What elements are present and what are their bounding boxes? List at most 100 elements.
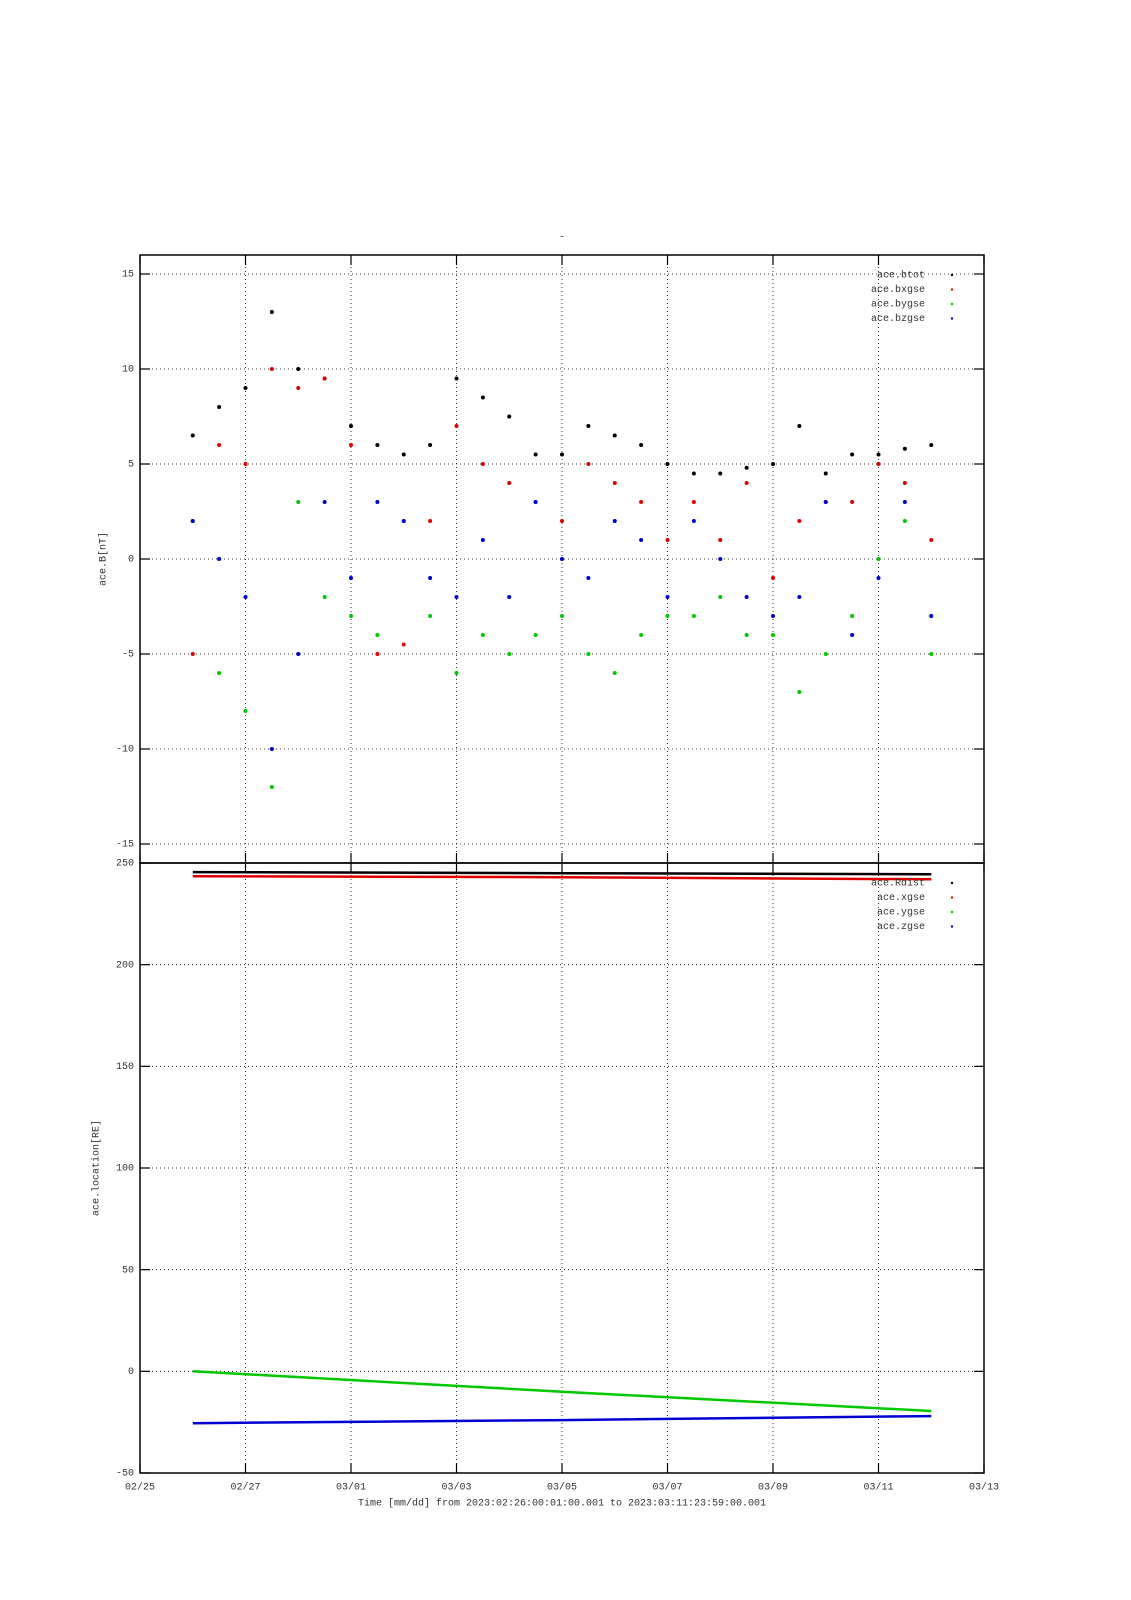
data-point <box>718 557 723 561</box>
data-point <box>744 595 749 599</box>
data-point <box>823 500 828 504</box>
data-point <box>823 652 828 656</box>
data-point <box>876 557 881 561</box>
data-point <box>243 462 248 466</box>
data-point <box>612 671 617 675</box>
data-point <box>560 557 564 561</box>
y-tick-label: 0 <box>128 1367 134 1378</box>
legend-marker <box>950 302 954 306</box>
data-point <box>349 443 353 447</box>
data-point <box>375 500 380 504</box>
data-point <box>902 481 907 485</box>
x-tick-label: 03/09 <box>758 1482 788 1494</box>
x-tick-label: 03/05 <box>547 1482 577 1494</box>
y-tick-label: -10 <box>116 745 134 756</box>
data-point <box>665 595 670 599</box>
data-point <box>322 500 327 504</box>
data-point <box>850 500 855 504</box>
y-tick-label: -15 <box>116 840 134 851</box>
legend-label: ace.Rdist <box>871 878 925 890</box>
data-point <box>850 452 855 457</box>
data-point <box>691 614 696 618</box>
x-tick-label: 03/11 <box>863 1482 893 1494</box>
data-point <box>533 452 538 457</box>
data-point <box>612 481 617 485</box>
data-point <box>480 395 485 400</box>
data-point <box>375 633 380 637</box>
data-point <box>296 652 301 656</box>
x-tick-label: 03/07 <box>652 1482 682 1494</box>
data-point <box>691 471 696 476</box>
data-point <box>639 538 644 542</box>
y-tick-label: 100 <box>116 1164 134 1175</box>
data-point <box>322 376 327 381</box>
data-point <box>217 405 222 409</box>
data-point <box>718 595 723 599</box>
plot-frame <box>139 862 985 1474</box>
data-point <box>639 500 644 504</box>
data-point <box>850 633 855 637</box>
y-tick-label: 200 <box>116 960 134 971</box>
data-point <box>691 519 696 523</box>
data-point <box>533 633 538 637</box>
data-point <box>797 519 802 523</box>
data-point <box>454 424 459 428</box>
x-tick-label: 02/27 <box>230 1482 260 1494</box>
legend-marker <box>950 910 954 914</box>
y-tick-label: 15 <box>122 270 134 281</box>
legend-label: ace.xgse <box>877 893 925 904</box>
data-point <box>322 595 327 599</box>
data-point <box>401 519 406 523</box>
data-point <box>850 614 855 618</box>
data-point <box>639 633 644 637</box>
data-point <box>612 433 617 438</box>
data-point <box>243 709 248 713</box>
data-point <box>560 452 564 457</box>
data-point <box>586 462 591 466</box>
data-point <box>296 367 301 371</box>
data-point <box>612 519 617 523</box>
data-point <box>507 414 512 419</box>
x-tick-label: 03/13 <box>969 1482 999 1494</box>
data-point <box>876 452 881 457</box>
data-point <box>902 519 907 523</box>
y-tick-label: 50 <box>122 1265 134 1276</box>
legend-marker <box>950 925 954 928</box>
data-point <box>797 690 802 694</box>
data-point <box>718 471 723 476</box>
legend-label: ace.ygse <box>877 908 925 919</box>
data-point <box>507 481 512 485</box>
data-point <box>744 633 749 637</box>
data-line <box>192 870 932 876</box>
data-point <box>296 386 301 390</box>
legend-marker <box>950 288 954 291</box>
data-point <box>929 614 934 618</box>
data-point <box>269 747 274 751</box>
data-point <box>349 614 353 618</box>
x-tick-label: 03/01 <box>336 1482 366 1494</box>
data-point <box>929 652 934 656</box>
data-point <box>454 376 459 381</box>
data-point <box>929 443 934 447</box>
data-point <box>718 538 723 542</box>
data-point <box>375 443 380 447</box>
x-tick-label: 03/03 <box>441 1482 471 1494</box>
data-point <box>665 614 670 618</box>
data-point <box>190 652 195 656</box>
data-point <box>401 452 406 457</box>
y-axis-label: ace.B[nT] <box>98 532 110 586</box>
data-point <box>428 576 433 580</box>
legend-label: ace.zgse <box>877 922 925 933</box>
data-point <box>243 595 248 599</box>
data-point <box>665 538 670 542</box>
data-point <box>349 576 353 580</box>
data-point <box>217 671 222 675</box>
data-point <box>929 538 934 542</box>
data-point <box>243 386 248 390</box>
y-axis-label: ace.location[RE] <box>91 1120 103 1216</box>
x-axis-label: Time [mm/dd] from 2023:02:26:00:01:00.00… <box>358 1498 766 1510</box>
data-point <box>507 652 512 656</box>
legend-label: ace.bxgse <box>871 284 925 296</box>
data-point <box>296 500 301 504</box>
data-point <box>744 465 749 470</box>
